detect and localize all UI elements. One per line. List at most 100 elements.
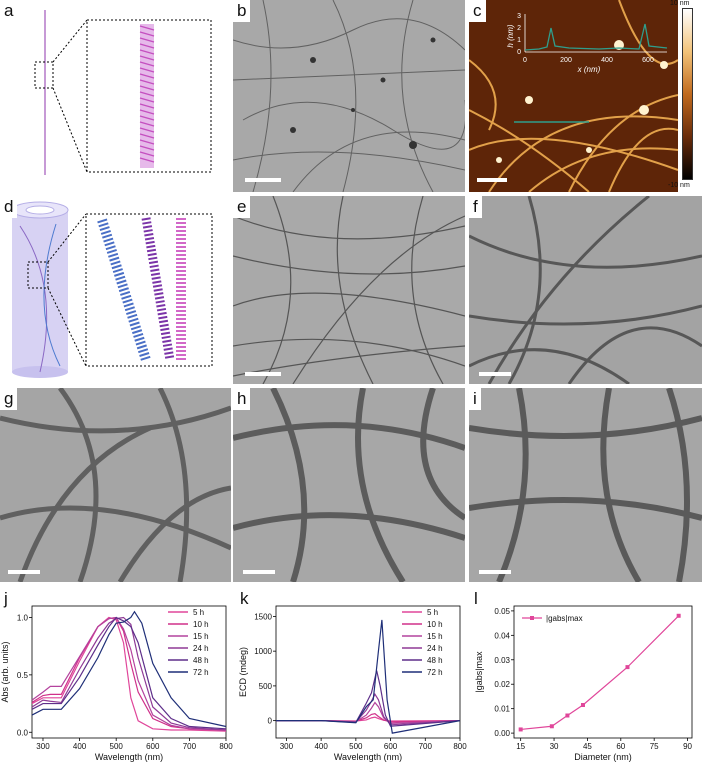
legend-label: 10 h <box>193 620 209 629</box>
scale-bar <box>477 178 507 182</box>
y-tick-label: 1000 <box>254 647 272 656</box>
panel-label-l: l <box>470 588 482 610</box>
x-tick-label: 800 <box>453 742 467 751</box>
purple-helix <box>141 217 175 361</box>
panel-j: 300 400 500 600 700 800 0.0 0.5 1.0 Wavelength (n… <box>0 588 234 768</box>
gabs-point <box>625 665 630 670</box>
y-tick-label: 0.04 <box>494 631 510 640</box>
y-tick-label: 1500 <box>254 612 272 621</box>
helix-ribbon <box>139 24 155 168</box>
x-tick-label: 90 <box>683 742 692 751</box>
panel-label-j: j <box>0 588 12 610</box>
zoom-frame <box>85 213 213 367</box>
panel-g-tem-image: g <box>0 388 231 582</box>
tem-fibers <box>233 196 465 384</box>
x-tick-label: 300 <box>280 742 294 751</box>
afm-colorbar <box>682 8 693 180</box>
legend-label: 72 h <box>427 668 443 677</box>
multi-helix-schematic <box>11 201 213 378</box>
zoom-box <box>34 61 54 89</box>
inset-ytick: 3 <box>517 13 521 20</box>
panel-label-h: h <box>233 388 251 410</box>
legend-label: 5 h <box>193 608 204 617</box>
panel-e-tem-image: e <box>233 196 465 384</box>
x-tick-label: 800 <box>219 742 233 751</box>
tem-fibers <box>0 388 231 582</box>
x-tick-label: 30 <box>550 742 559 751</box>
tem-fibers <box>469 196 702 384</box>
abs-spectra-chart: 300 400 500 600 700 800 0.0 0.5 1.0 Wavelength (n… <box>0 605 233 762</box>
panel-b-tem-image: b <box>233 0 465 192</box>
y-tick-label: 0.01 <box>494 705 510 714</box>
gabs-point <box>549 724 554 729</box>
panel-label-b: b <box>233 0 251 22</box>
panel-label-k: k <box>236 588 253 610</box>
legend-marker <box>530 616 534 620</box>
panel-a: a <box>0 0 231 192</box>
panel-c-afm-image: 0 1 2 3 0 200 400 600 x (nm) h (nm) c <box>469 0 678 192</box>
series-line-72h <box>31 610 227 728</box>
y-axis-label: ECD (mdeg) <box>238 647 248 697</box>
gabs-diameter-chart: 15 30 45 60 75 90 0.00 0.01 0.02 0.03 0.04 0.05 Diam… <box>474 605 693 762</box>
panel-label-a: a <box>0 0 18 22</box>
series-line-24h <box>31 616 227 731</box>
y-axis-label: Abs (arb. units) <box>0 641 10 702</box>
blue-helix <box>97 218 151 362</box>
gabs-point <box>580 703 585 707</box>
panel-k: 300 400 500 600 700 800 0 500 1000 1500 Wavelength… <box>236 588 468 768</box>
x-axis-label: Diameter (nm) <box>574 752 632 762</box>
y-tick-label: 0.0 <box>17 728 29 737</box>
y-tick-label: 0.00 <box>494 729 510 738</box>
legend-label: 5 h <box>427 608 438 617</box>
x-tick-label: 45 <box>583 742 592 751</box>
legend-label: 24 h <box>193 644 209 653</box>
inset-xtick: 600 <box>642 57 654 64</box>
legend-label: 15 h <box>427 632 443 641</box>
colorbar-min-label: -10 nm <box>668 182 690 189</box>
x-tick-label: 700 <box>419 742 433 751</box>
panel-label-e: e <box>233 196 251 218</box>
inset-ytick: 0 <box>517 49 521 56</box>
panel-d: d <box>0 196 231 384</box>
panel-f-tem-image: f <box>469 196 702 384</box>
inset-ytick: 2 <box>517 25 521 32</box>
panel-label-i: i <box>469 388 481 410</box>
series-line-48h <box>276 670 461 727</box>
inset-ylabel: h (nm) <box>506 24 515 47</box>
panel-h-tem-image: h <box>233 388 465 582</box>
gabs-line <box>520 615 680 731</box>
y-tick-label: 0.5 <box>17 671 29 680</box>
x-tick-label: 75 <box>650 742 659 751</box>
scale-bar <box>479 372 511 376</box>
legend-label: 72 h <box>193 668 209 677</box>
legend-label: 24 h <box>427 644 443 653</box>
x-tick-label: 400 <box>73 742 87 751</box>
series-line-48h <box>31 616 227 730</box>
y-tick-label: 1.0 <box>17 613 29 622</box>
x-tick-label: 500 <box>110 742 124 751</box>
plot-frame <box>513 605 693 739</box>
ecd-spectra-chart: 300 400 500 600 700 800 0 500 1000 1500 Wavelength… <box>238 605 467 762</box>
legend-label: 48 h <box>193 656 209 665</box>
inset-xtick: 0 <box>523 57 527 64</box>
gabs-point <box>518 727 523 732</box>
y-axis-label: |gabs|max <box>474 651 484 693</box>
gabs-point <box>676 613 681 618</box>
inset-xtick: 400 <box>601 57 613 64</box>
y-tick-label: 0.03 <box>494 656 510 665</box>
x-tick-label: 500 <box>349 742 363 751</box>
panel-label-g: g <box>0 388 18 410</box>
series-line-72h <box>276 619 461 734</box>
panel-i-tem-image: i <box>469 388 702 582</box>
scale-bar <box>479 570 511 574</box>
y-tick-label: 0.02 <box>494 680 510 689</box>
nanofiber-rod <box>44 10 46 175</box>
height-profile-inset: 0 1 2 3 0 200 400 600 x (nm) h (nm) <box>506 13 668 74</box>
tem-fibers <box>233 0 465 192</box>
scale-bar <box>8 570 40 574</box>
legend-label: 15 h <box>193 632 209 641</box>
scale-bar <box>245 178 281 182</box>
x-tick-label: 60 <box>616 742 625 751</box>
scale-bar <box>243 570 275 574</box>
afm-fibers: 0 1 2 3 0 200 400 600 x (nm) h (nm) <box>469 0 678 192</box>
